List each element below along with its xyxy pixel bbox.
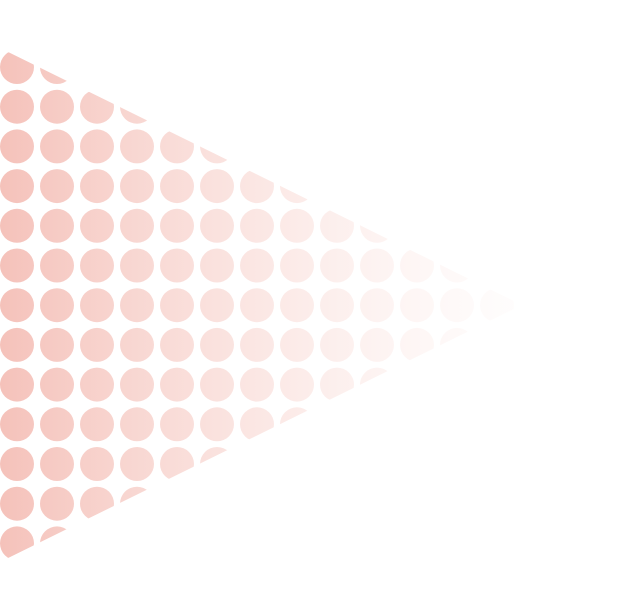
dot: [80, 447, 114, 481]
dot: [120, 288, 154, 323]
dot: [40, 129, 74, 164]
dot: [200, 248, 234, 283]
dot: [0, 89, 34, 124]
dot: [120, 129, 154, 164]
dot: [120, 208, 154, 243]
dot: [280, 248, 314, 283]
dot: [200, 327, 234, 362]
dot: [40, 248, 74, 283]
dot: [80, 248, 114, 283]
dot: [40, 447, 74, 481]
dot: [80, 288, 114, 323]
dot: [40, 169, 74, 204]
dot: [0, 248, 34, 283]
dot: [40, 407, 74, 442]
dot: [160, 288, 194, 323]
dot: [0, 486, 34, 521]
dot: [0, 288, 34, 323]
dot: [200, 367, 234, 402]
dot: [0, 208, 34, 243]
dot: [280, 208, 314, 243]
dot: [280, 367, 314, 402]
dot: [120, 447, 154, 481]
dot: [0, 169, 34, 204]
dot: [80, 129, 114, 164]
dot: [0, 367, 34, 402]
dot: [0, 327, 34, 362]
dot: [120, 367, 154, 402]
dot: [320, 288, 354, 323]
dot: [360, 248, 394, 283]
dot: [120, 407, 154, 442]
dot: [200, 288, 234, 323]
dot: [40, 208, 74, 243]
dot: [0, 129, 34, 164]
dot: [240, 288, 274, 323]
dot: [400, 288, 434, 323]
dot: [160, 248, 194, 283]
dot: [240, 208, 274, 243]
dot: [40, 89, 74, 124]
dot: [360, 327, 394, 362]
dot: [160, 327, 194, 362]
dot: [120, 327, 154, 362]
dot: [40, 367, 74, 402]
dot: [80, 327, 114, 362]
dot: [360, 288, 394, 323]
dot: [200, 407, 234, 442]
dot: [80, 367, 114, 402]
dot: [120, 248, 154, 283]
dot: [0, 447, 34, 481]
dot: [120, 169, 154, 204]
dot: [160, 367, 194, 402]
dot: [200, 208, 234, 243]
dot: [160, 407, 194, 442]
dot: [320, 327, 354, 362]
dot: [40, 486, 74, 521]
dot: [160, 208, 194, 243]
dot: [80, 407, 114, 442]
dot: [40, 288, 74, 323]
dot: [0, 407, 34, 442]
dot: [440, 288, 474, 323]
dot: [240, 248, 274, 283]
dot: [80, 208, 114, 243]
dot: [40, 327, 74, 362]
dot: [280, 327, 314, 362]
dot: [200, 169, 234, 204]
dot: [160, 169, 194, 204]
dot: [240, 327, 274, 362]
dot: [240, 367, 274, 402]
dot: [280, 288, 314, 323]
dot: [80, 169, 114, 204]
dot: [320, 248, 354, 283]
